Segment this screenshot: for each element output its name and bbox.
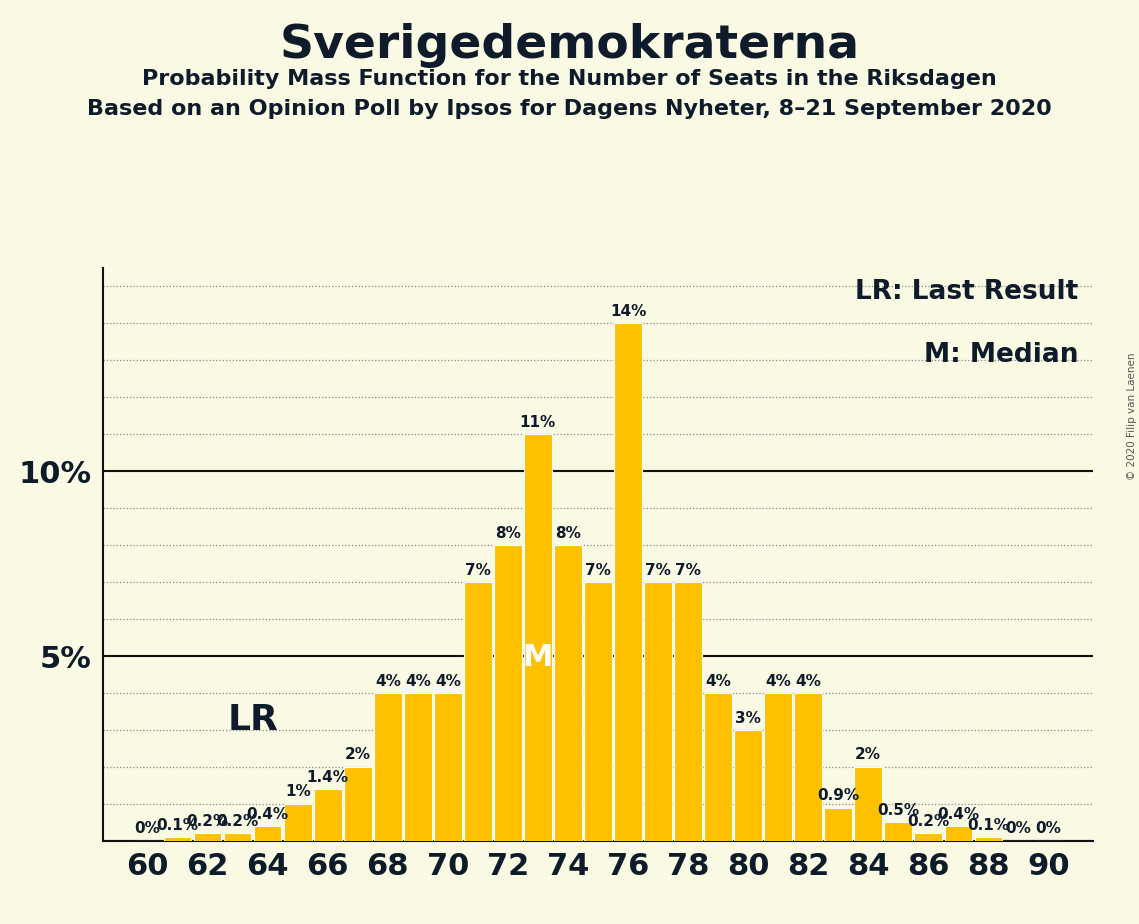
- Text: 11%: 11%: [519, 415, 556, 430]
- Text: 0.2%: 0.2%: [907, 814, 950, 829]
- Text: 7%: 7%: [675, 563, 700, 578]
- Bar: [885, 822, 912, 841]
- Bar: [704, 693, 732, 841]
- Bar: [975, 837, 1002, 841]
- Text: M: Median: M: Median: [924, 343, 1079, 369]
- Text: 4%: 4%: [765, 674, 792, 688]
- Text: 4%: 4%: [705, 674, 731, 688]
- Text: 7%: 7%: [465, 563, 491, 578]
- Text: 7%: 7%: [645, 563, 671, 578]
- Bar: [584, 582, 612, 841]
- Bar: [344, 767, 371, 841]
- Text: 0.5%: 0.5%: [877, 803, 919, 818]
- Text: 0%: 0%: [1035, 821, 1062, 836]
- Bar: [614, 323, 641, 841]
- Text: 0.4%: 0.4%: [937, 807, 980, 821]
- Text: 0%: 0%: [134, 821, 161, 836]
- Text: Based on an Opinion Poll by Ipsos for Dagens Nyheter, 8–21 September 2020: Based on an Opinion Poll by Ipsos for Da…: [87, 99, 1052, 119]
- Text: 4%: 4%: [795, 674, 821, 688]
- Bar: [284, 804, 311, 841]
- Text: 7%: 7%: [585, 563, 611, 578]
- Text: LR: Last Result: LR: Last Result: [855, 279, 1079, 306]
- Text: 1%: 1%: [285, 784, 311, 799]
- Bar: [464, 582, 492, 841]
- Bar: [854, 767, 882, 841]
- Bar: [224, 833, 252, 841]
- Text: 0.2%: 0.2%: [216, 814, 259, 829]
- Text: 8%: 8%: [555, 526, 581, 541]
- Text: Probability Mass Function for the Number of Seats in the Riksdagen: Probability Mass Function for the Number…: [142, 69, 997, 90]
- Bar: [674, 582, 702, 841]
- Bar: [555, 545, 582, 841]
- Bar: [494, 545, 522, 841]
- Bar: [194, 833, 221, 841]
- Bar: [404, 693, 432, 841]
- Bar: [645, 582, 672, 841]
- Text: 0.2%: 0.2%: [187, 814, 229, 829]
- Bar: [254, 826, 281, 841]
- Text: 14%: 14%: [609, 304, 646, 319]
- Text: 0.4%: 0.4%: [247, 807, 288, 821]
- Bar: [374, 693, 402, 841]
- Bar: [764, 693, 792, 841]
- Text: 3%: 3%: [735, 711, 761, 725]
- Text: 1.4%: 1.4%: [306, 770, 349, 784]
- Text: 0.9%: 0.9%: [817, 788, 859, 803]
- Bar: [794, 693, 822, 841]
- Text: 2%: 2%: [855, 748, 882, 762]
- Bar: [314, 789, 342, 841]
- Text: 0.1%: 0.1%: [967, 818, 1009, 833]
- Bar: [434, 693, 461, 841]
- Text: 8%: 8%: [495, 526, 521, 541]
- Text: Sverigedemokraterna: Sverigedemokraterna: [279, 23, 860, 68]
- Text: 0.1%: 0.1%: [156, 818, 198, 833]
- Bar: [915, 833, 942, 841]
- Bar: [164, 837, 191, 841]
- Text: © 2020 Filip van Laenen: © 2020 Filip van Laenen: [1126, 352, 1137, 480]
- Text: 0%: 0%: [1006, 821, 1031, 836]
- Text: 4%: 4%: [375, 674, 401, 688]
- Bar: [524, 434, 551, 841]
- Text: M: M: [523, 643, 554, 673]
- Text: 2%: 2%: [345, 748, 371, 762]
- Bar: [944, 826, 972, 841]
- Bar: [735, 730, 762, 841]
- Bar: [825, 808, 852, 841]
- Text: 4%: 4%: [404, 674, 431, 688]
- Text: LR: LR: [227, 703, 278, 737]
- Text: 4%: 4%: [435, 674, 461, 688]
